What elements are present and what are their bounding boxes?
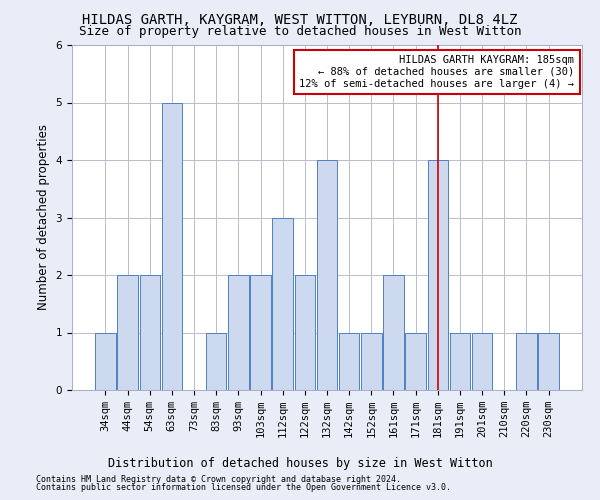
Text: Contains HM Land Registry data © Crown copyright and database right 2024.: Contains HM Land Registry data © Crown c… [36,475,401,484]
Bar [472,332,493,390]
Bar [140,275,160,390]
Text: HILDAS GARTH KAYGRAM: 185sqm
← 88% of detached houses are smaller (30)
12% of se: HILDAS GARTH KAYGRAM: 185sqm ← 88% of de… [299,56,574,88]
Bar [339,332,359,390]
Bar [383,275,404,390]
Bar [317,160,337,390]
Bar [450,332,470,390]
Text: HILDAS GARTH, KAYGRAM, WEST WITTON, LEYBURN, DL8 4LZ: HILDAS GARTH, KAYGRAM, WEST WITTON, LEYB… [82,12,518,26]
Bar [538,332,559,390]
Text: Distribution of detached houses by size in West Witton: Distribution of detached houses by size … [107,458,493,470]
Text: Contains public sector information licensed under the Open Government Licence v3: Contains public sector information licen… [36,484,451,492]
Bar [228,275,248,390]
Bar [406,332,426,390]
Text: Size of property relative to detached houses in West Witton: Size of property relative to detached ho… [79,24,521,38]
Bar [206,332,226,390]
Bar [516,332,536,390]
Bar [428,160,448,390]
Bar [361,332,382,390]
Bar [250,275,271,390]
Bar [95,332,116,390]
Bar [295,275,315,390]
Bar [161,102,182,390]
Bar [272,218,293,390]
Bar [118,275,138,390]
Y-axis label: Number of detached properties: Number of detached properties [37,124,50,310]
